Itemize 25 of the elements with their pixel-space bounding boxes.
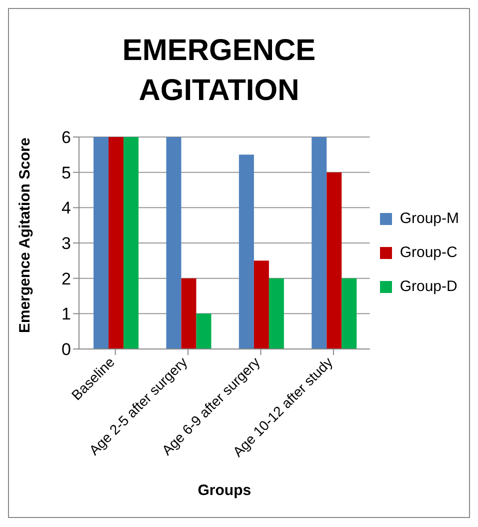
y-tick-label: 0 — [62, 340, 71, 360]
bar — [94, 137, 109, 349]
chart-title: EMERGENCE AGITATION — [121, 33, 317, 109]
bar — [342, 278, 357, 349]
legend-label: Group-C — [400, 243, 458, 263]
y-tick-label: 5 — [62, 163, 71, 182]
bar — [268, 278, 284, 349]
bar — [196, 314, 212, 349]
bar — [108, 137, 124, 349]
legend-label: Group-M — [400, 209, 459, 229]
y-tick-label: 1 — [62, 304, 71, 324]
y-tick-label: 6 — [62, 128, 71, 148]
bar — [326, 172, 342, 349]
bar — [312, 137, 327, 349]
legend-label: Group-D — [400, 277, 458, 297]
y-axis-title: Emergence Agitation Score — [16, 138, 34, 333]
bar — [124, 137, 139, 349]
x-axis-title: Groups — [198, 482, 252, 499]
bar — [238, 154, 254, 349]
y-tick-label: 4 — [62, 198, 71, 218]
y-tick-label: 2 — [62, 269, 71, 288]
bar — [181, 278, 196, 349]
y-tick-label: 3 — [62, 234, 71, 254]
bar — [254, 260, 269, 349]
bar — [166, 137, 182, 349]
